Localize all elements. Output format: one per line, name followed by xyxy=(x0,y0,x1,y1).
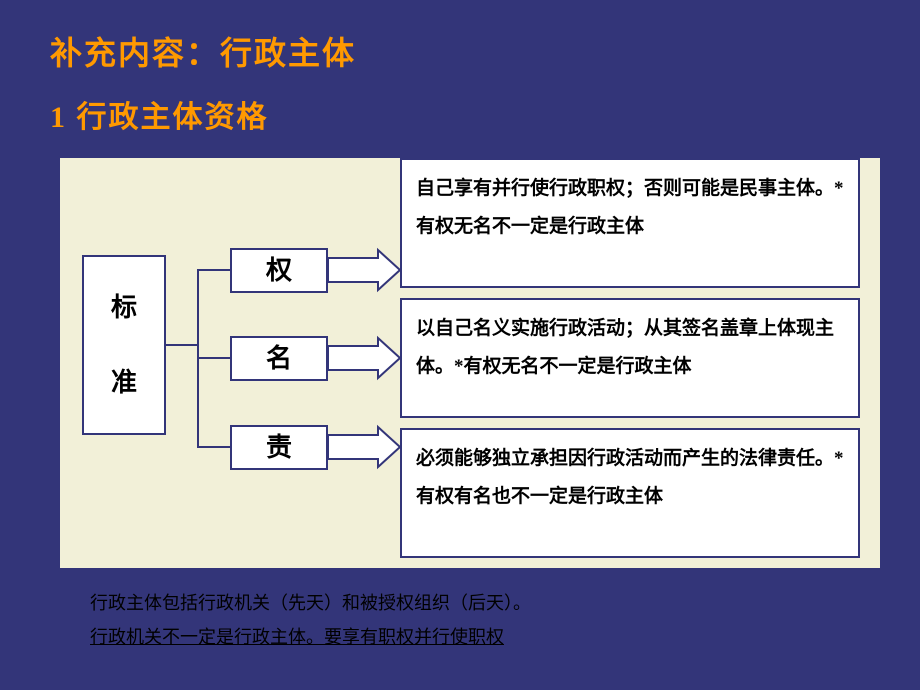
footnote: 行政主体包括行政机关（先天）和被授权组织（后天）。 行政机关不一定是行政主体。要… xyxy=(90,586,870,654)
footnote-line-1: 行政主体包括行政机关（先天）和被授权组织（后天）。 xyxy=(90,586,870,620)
diagram: 标 准 权 名 责 自己享有并行使行政职权；否则可能是民事主体。*有权无名不一定… xyxy=(60,158,880,568)
slide: 补充内容：行政主体 1 行政主体资格 标 准 权 名 责 自己享有并行使行政职权… xyxy=(0,0,920,690)
slide-subtitle: 1 行政主体资格 xyxy=(50,92,870,136)
slide-title: 补充内容：行政主体 xyxy=(50,28,870,74)
footnote-line-2: 行政机关不一定是行政主体。要享有职权并行使职权 xyxy=(90,620,870,654)
connector-svg xyxy=(60,158,880,568)
